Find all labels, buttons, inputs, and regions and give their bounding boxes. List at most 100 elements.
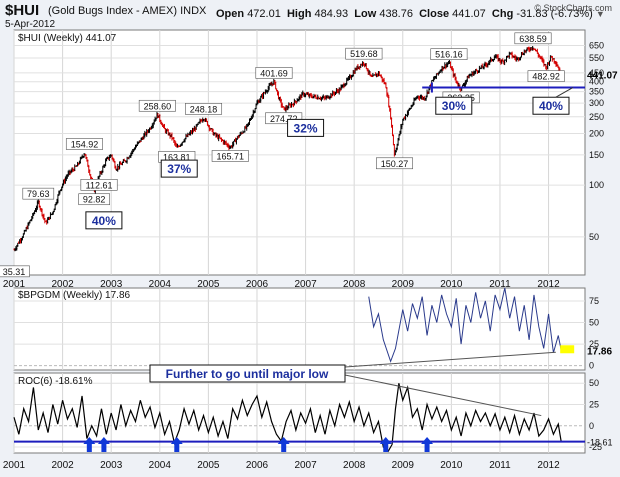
pct-label-1: 37%	[167, 162, 191, 176]
price-label-519.68: 519.68	[350, 49, 378, 59]
open-label: Open	[216, 8, 245, 20]
roc-y-tick--25: -25	[589, 442, 602, 452]
price-label-box-519.68	[345, 47, 383, 60]
brand-watermark: © StockCharts.com	[534, 3, 612, 13]
price-label-box-274.72	[265, 112, 303, 125]
pct-box-1	[160, 159, 198, 178]
price-y-tick-450: 450	[589, 68, 604, 78]
price-label-638.59: 638.59	[519, 34, 547, 44]
price-label-box-248.18	[185, 103, 223, 115]
price-label-401.69: 401.69	[260, 68, 288, 78]
x-tick-label-top-2011: 2011	[489, 279, 511, 290]
x-tick-label-bottom-2007: 2007	[294, 460, 317, 471]
price-label-248.18: 248.18	[190, 104, 218, 114]
price-panel	[13, 29, 586, 276]
price-label-165.71: 165.71	[216, 151, 244, 161]
price-y-tick-650: 650	[589, 40, 604, 50]
up-arrow-icon-2	[170, 437, 183, 452]
roc-y-tick-50: 50	[589, 378, 599, 388]
price-last-value: 441.07	[587, 70, 618, 81]
roc-legend: ROC(6) -18.61%	[18, 376, 93, 387]
price-label-box-35.31	[0, 265, 30, 278]
roc-y-tick-0: 0	[589, 421, 594, 431]
x-tick-label-top-2008: 2008	[343, 279, 366, 290]
pct-label-0: 40%	[92, 214, 116, 228]
price-label-154.92: 154.92	[71, 139, 99, 149]
index-name: (Gold Bugs Index - AMEX)	[48, 5, 177, 17]
price-label-150.27: 150.27	[381, 159, 409, 169]
price-label-258.60: 258.60	[144, 101, 172, 111]
pct-box-3	[435, 96, 473, 115]
x-tick-label-top-2001: 2001	[3, 279, 26, 290]
price-label-box-258.60	[138, 99, 176, 112]
chg-down-arrow-icon: ▼	[595, 9, 605, 19]
x-tick-label-bottom-2010: 2010	[440, 460, 463, 471]
bpgdm-series-line	[368, 287, 562, 363]
price-label-163.81: 163.81	[163, 152, 191, 162]
price-label-274.72: 274.72	[270, 114, 298, 124]
x-tick-label-bottom-2003: 2003	[100, 460, 123, 471]
roc-panel	[13, 372, 586, 454]
price-y-tick-200: 200	[589, 128, 604, 138]
ticker-name: (Gold Bugs Index - AMEX) INDX	[48, 5, 206, 17]
price-label-box-516.16	[430, 48, 468, 60]
close-value: 441.07	[452, 8, 486, 20]
price-y-tick-550: 550	[589, 53, 604, 63]
price-y-tick-50: 50	[589, 232, 599, 242]
chg-value: -31.83 (-6.73%)	[516, 8, 593, 20]
price-y-tick-300: 300	[589, 98, 604, 108]
x-tick-label-top-2005: 2005	[197, 279, 220, 290]
bpgdm-y-tick-75: 75	[589, 296, 599, 306]
x-tick-label-top-2002: 2002	[51, 279, 74, 290]
price-y-tick-100: 100	[589, 180, 604, 190]
pct-label-3: 30%	[442, 99, 466, 113]
x-tick-label-top-2007: 2007	[294, 279, 317, 290]
pct-box-0	[85, 211, 123, 230]
bpgdm-y-tick-50: 50	[589, 318, 599, 328]
x-tick-label-top-2003: 2003	[100, 279, 123, 290]
open-value: 472.01	[247, 8, 281, 20]
roc-last-value: -18.61	[587, 438, 613, 448]
low-label: Low	[354, 8, 377, 20]
exchange-label: INDX	[180, 5, 207, 17]
up-arrow-icon-5	[421, 437, 434, 452]
pct-pointer-line	[555, 87, 574, 98]
high-value: 484.93	[314, 8, 349, 20]
bpgdm-highlight	[560, 345, 575, 354]
ohlc-readout: Open 472.01 High 484.93 Low 438.76 Close…	[216, 8, 605, 20]
ticker-symbol: $HUI	[5, 2, 40, 19]
bpgdm-last-value: 17.86	[587, 346, 612, 357]
annotation-pointer-bpgdm	[344, 351, 556, 368]
price-y-tick-150: 150	[589, 150, 604, 160]
x-tick-label-bottom-2011: 2011	[489, 460, 511, 471]
price-label-box-150.27	[376, 157, 414, 170]
annotation-text: Further to go until major low	[166, 367, 329, 381]
pct-box-4	[532, 96, 570, 115]
high-label: High	[286, 8, 312, 20]
price-y-tick-250: 250	[589, 112, 604, 122]
x-tick-label-bottom-2002: 2002	[51, 460, 74, 471]
roc-series-line	[13, 383, 562, 453]
price-bars	[13, 45, 563, 252]
x-tick-label-top-2012: 2012	[537, 279, 560, 290]
up-arrow-icon-3	[277, 437, 290, 452]
pct-box-2	[287, 118, 325, 137]
chart-date: 5-Apr-2012	[5, 19, 56, 30]
price-label-516.16: 516.16	[435, 50, 463, 60]
x-tick-label-bottom-2009: 2009	[392, 460, 415, 471]
price-label-box-401.69	[255, 67, 293, 79]
price-label-box-482.92	[527, 70, 565, 82]
price-y-tick-400: 400	[589, 77, 604, 87]
bpgdm-y-tick-25: 25	[589, 339, 599, 349]
bpgdm-y-tick-0: 0	[589, 361, 594, 371]
price-label-92.82: 92.82	[83, 195, 106, 205]
x-tick-label-top-2006: 2006	[246, 279, 269, 290]
price-label-35.31: 35.31	[3, 267, 26, 277]
price-label-box-154.92	[65, 138, 103, 150]
x-tick-label-bottom-2008: 2008	[343, 460, 366, 471]
low-value: 438.76	[379, 8, 413, 20]
annotation-box	[149, 364, 346, 383]
up-arrow-icon-0	[83, 437, 96, 452]
roc-y-tick-25: 25	[589, 399, 599, 409]
bpgdm-legend: $BPGDM (Weekly) 17.86	[18, 290, 131, 301]
